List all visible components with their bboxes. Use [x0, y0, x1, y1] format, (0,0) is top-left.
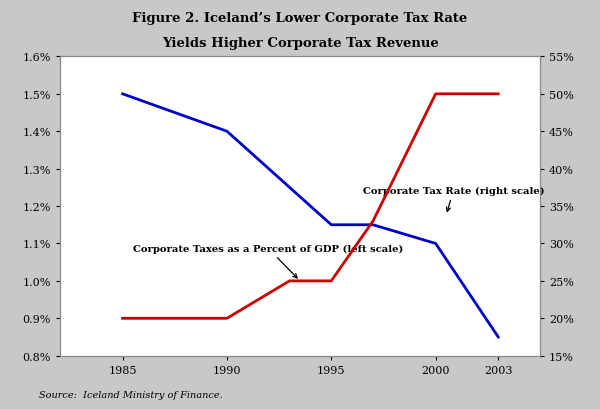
Text: Figure 2. Iceland’s Lower Corporate Tax Rate: Figure 2. Iceland’s Lower Corporate Tax …: [133, 12, 467, 25]
Text: Source:  Iceland Ministry of Finance.: Source: Iceland Ministry of Finance.: [39, 390, 223, 399]
Text: Yields Higher Corporate Tax Revenue: Yields Higher Corporate Tax Revenue: [161, 37, 439, 50]
Text: Corporate Tax Rate (right scale): Corporate Tax Rate (right scale): [362, 187, 544, 212]
Text: Corporate Taxes as a Percent of GDP (left scale): Corporate Taxes as a Percent of GDP (lef…: [133, 244, 403, 278]
